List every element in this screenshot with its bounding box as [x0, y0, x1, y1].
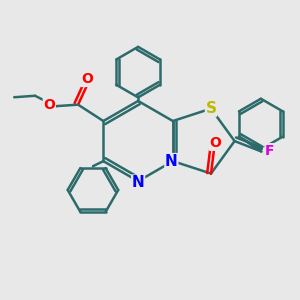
Text: N: N: [132, 175, 145, 190]
Text: H: H: [264, 148, 274, 161]
Text: F: F: [265, 144, 274, 158]
Text: O: O: [209, 136, 221, 150]
Text: O: O: [43, 98, 55, 112]
Text: N: N: [165, 154, 178, 169]
Text: S: S: [206, 101, 217, 116]
Text: O: O: [81, 72, 93, 86]
